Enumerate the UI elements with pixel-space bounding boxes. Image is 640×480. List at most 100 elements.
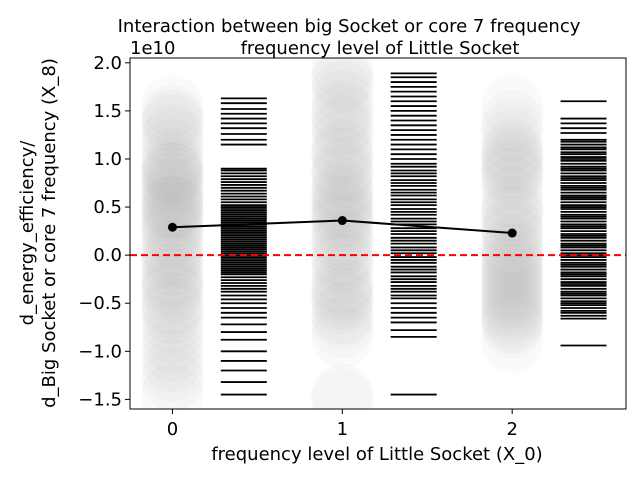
cloud-point-1-9 [311, 108, 374, 171]
cloud-point-0-33 [141, 252, 204, 315]
cloud-point-0-31 [141, 243, 204, 306]
cloud-point-0-45 [141, 349, 204, 409]
cloud-point-0-29 [141, 228, 204, 291]
cloud-point-0-11 [141, 142, 204, 205]
cloud-point-2-22 [481, 228, 544, 291]
cloud-point-1-1 [311, 58, 374, 109]
cloud-point-2-32 [481, 277, 544, 340]
cloud-point-0-14 [141, 156, 204, 219]
cloud-point-0-32 [141, 248, 204, 311]
x-ticks: 0 1 2 [167, 409, 518, 440]
cloud-point-2-34 [481, 286, 544, 349]
cloud-point-0-15 [141, 161, 204, 224]
cloud-point-1-35 [311, 267, 374, 330]
y-axis-label-line-2: d_Big Socket or core 7 frequency (X_8) [39, 58, 60, 408]
cloud-point-2-29 [481, 262, 544, 325]
cloud-point-2-0 [481, 75, 544, 138]
cloud-point-1-14 [311, 142, 374, 205]
cloud-point-2-27 [481, 252, 544, 315]
cloud-point-1-0 [311, 58, 374, 99]
cloud-point-2-31 [481, 272, 544, 335]
cloud-point-0-4 [141, 103, 204, 166]
cloud-point-0-8 [141, 132, 204, 195]
cloud-point-1-15 [311, 147, 374, 210]
cloud-point-0-6 [141, 118, 204, 181]
x-tick-label-2: 2 [506, 419, 517, 440]
cloud-point-2-16 [481, 195, 544, 258]
cloud-point-1-13 [311, 137, 374, 200]
plot-frame [129, 57, 627, 410]
chart-title-line-1: Interaction between big Socket or core 7… [118, 16, 581, 37]
cloud-point-1-36 [311, 272, 374, 335]
cloud-point-1-39 [311, 296, 374, 359]
cloud-point-0-2 [141, 89, 204, 152]
cloud-point-2-36 [481, 296, 544, 359]
cloud-point-0-37 [141, 277, 204, 340]
cloud-point-0-5 [141, 108, 204, 171]
cloud-point-2-19 [481, 214, 544, 277]
cloud-point-1-16 [311, 156, 374, 219]
y-tick-label-3: 0.0 [93, 245, 122, 266]
cloud-point-1-24 [311, 195, 374, 258]
cloud-point-1-3 [311, 60, 374, 123]
cloud-point-2-1 [481, 89, 544, 152]
cloud-point-2-8 [481, 137, 544, 200]
cloud-point-1-32 [311, 252, 374, 315]
cloud-point-0-35 [141, 262, 204, 325]
rug-marks [220, 72, 607, 396]
y-offset-label: 1e10 [130, 38, 175, 59]
cloud-point-1-40 [311, 305, 374, 368]
cloud-point-0-16 [141, 166, 204, 229]
cloud-point-0-36 [141, 272, 204, 335]
cloud-point-1-18 [311, 166, 374, 229]
cloud-point-0-9 [141, 137, 204, 200]
cloud-point-0-43 [141, 329, 204, 392]
cloud-point-0-0 [141, 75, 204, 138]
cloud-point-2-7 [481, 132, 544, 195]
cloud-point-0-40 [141, 301, 204, 364]
cloud-point-2-21 [481, 224, 544, 287]
y-tick-label-6: 1.5 [93, 101, 122, 122]
mean-point-2 [507, 228, 517, 238]
point-clouds [141, 58, 544, 409]
y-tick-label-4: 0.5 [93, 197, 122, 218]
y-tick-label-1: −1.0 [78, 341, 122, 362]
cloud-point-0-19 [141, 176, 204, 239]
cloud-point-2-37 [481, 310, 544, 373]
cloud-point-2-3 [481, 108, 544, 171]
cloud-point-0-26 [141, 214, 204, 277]
cloud-point-2-12 [481, 166, 544, 229]
cloud-point-1-17 [311, 161, 374, 224]
mean-line-layer [167, 216, 517, 238]
cloud-point-0-25 [141, 204, 204, 267]
cloud-point-2-13 [481, 176, 544, 239]
cloud-point-1-6 [311, 84, 374, 147]
cloud-point-0-42 [141, 320, 204, 383]
cloud-point-2-9 [481, 142, 544, 205]
cloud-point-1-19 [311, 171, 374, 234]
cloud-point-0-34 [141, 257, 204, 320]
cloud-point-1-26 [311, 209, 374, 272]
cloud-point-0-12 [141, 147, 204, 210]
cloud-point-1-8 [311, 99, 374, 162]
cloud-point-2-6 [481, 127, 544, 190]
y-tick-label-5: 1.0 [93, 149, 122, 170]
cloud-point-0-44 [141, 339, 204, 402]
cloud-point-1-37 [311, 281, 374, 344]
cloud-point-1-33 [311, 257, 374, 320]
cloud-point-2-30 [481, 267, 544, 330]
y-ticks: −1.5 −1.0 −0.5 0.0 0.5 1.0 1.5 2.0 [78, 53, 130, 410]
cloud-point-2-25 [481, 243, 544, 306]
cloud-point-0-22 [141, 190, 204, 253]
cloud-point-0-28 [141, 224, 204, 287]
cloud-point-2-11 [481, 156, 544, 219]
cloud-point-2-23 [481, 233, 544, 296]
cloud-point-2-35 [481, 291, 544, 354]
y-axis-label-line-1: d_energy_efficiency/ [17, 140, 38, 326]
cloud-point-1-29 [311, 228, 374, 291]
cloud-point-1-34 [311, 262, 374, 325]
cloud-point-1-4 [311, 70, 374, 133]
cloud-point-0-46 [141, 363, 204, 409]
cloud-point-1-38 [311, 286, 374, 349]
